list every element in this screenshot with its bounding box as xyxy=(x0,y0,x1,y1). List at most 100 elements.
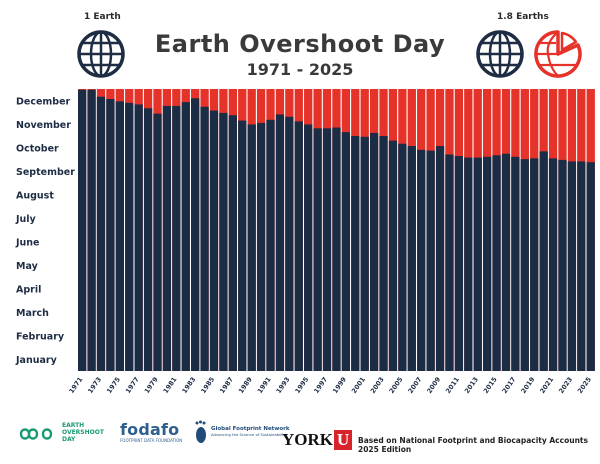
bar-1996 xyxy=(313,128,322,371)
bar-1993 xyxy=(285,116,294,371)
bar-1972 xyxy=(87,89,96,371)
gfn-name: Global Footprint Network xyxy=(211,426,290,432)
bar-1988 xyxy=(238,120,247,371)
bar-2024 xyxy=(577,161,586,371)
y-label-october: October xyxy=(16,143,59,154)
y-label-march: March xyxy=(16,308,49,319)
x-label-1977: 1977 xyxy=(124,376,141,395)
bar-1984 xyxy=(200,106,209,371)
x-axis-labels: 1971 1973 1975 1977 1979 1981 1983 1985 1987 1989… xyxy=(67,375,593,395)
fodafo-logo: fodafo FOOTPRINT DATA FOUNDATION xyxy=(120,420,182,443)
x-label-2013: 2013 xyxy=(463,376,480,395)
bar-2019 xyxy=(530,158,539,371)
y-label-september: September xyxy=(16,167,75,178)
x-label-2023: 2023 xyxy=(557,376,574,395)
bar-1995 xyxy=(304,124,313,371)
bar-1980 xyxy=(162,105,172,371)
bar-2023 xyxy=(567,161,577,371)
bar-1991 xyxy=(266,119,275,371)
bar-1998 xyxy=(332,127,341,371)
x-label-2009: 2009 xyxy=(425,375,442,395)
x-label-1995: 1995 xyxy=(293,375,310,395)
x-label-1979: 1979 xyxy=(143,375,160,395)
y-label-february: February xyxy=(16,331,65,342)
bars xyxy=(78,89,595,372)
bar-2016 xyxy=(501,153,511,371)
footprint-icon xyxy=(195,420,206,443)
x-label-2007: 2007 xyxy=(407,376,424,395)
bar-1977 xyxy=(134,104,143,371)
bar-1985 xyxy=(209,110,219,371)
header: 1 Earth Earth Overshoot Day 1971 - 2025 … xyxy=(0,0,600,90)
chart-subtitle: 1971 - 2025 xyxy=(246,60,354,79)
bar-1979 xyxy=(153,113,162,371)
bar-1986 xyxy=(219,112,228,371)
x-label-2001: 2001 xyxy=(350,375,367,395)
x-label-1975: 1975 xyxy=(105,375,122,395)
y-label-april: April xyxy=(16,284,41,295)
bar-1990 xyxy=(256,122,266,372)
bar-2003 xyxy=(379,136,388,371)
one-earth-label: 1 Earth xyxy=(84,12,121,22)
york-university-logo: YORK U xyxy=(282,430,353,450)
bar-2006 xyxy=(407,146,416,371)
y-label-july: July xyxy=(15,214,37,225)
bar-1999 xyxy=(341,132,351,371)
x-label-2019: 2019 xyxy=(520,375,537,395)
chart-title: Earth Overshoot Day xyxy=(154,30,446,58)
x-label-1987: 1987 xyxy=(218,376,235,395)
eod-logo-line2: OVERSHOOT xyxy=(62,429,104,436)
fodafo-subtitle: FOOTPRINT DATA FOUNDATION xyxy=(120,438,183,443)
globe-icon xyxy=(476,30,524,78)
bar-2001 xyxy=(360,136,369,371)
x-label-2025: 2025 xyxy=(576,375,593,395)
infinity-icon xyxy=(19,428,53,440)
york-text: YORK xyxy=(282,430,333,449)
bar-2014 xyxy=(482,156,492,371)
x-label-1971: 1971 xyxy=(67,375,84,395)
x-label-2011: 2011 xyxy=(444,375,461,395)
bar-1978 xyxy=(143,108,153,371)
y-label-november: November xyxy=(16,120,71,131)
footer: EARTH OVERSHOOT DAY fodafo FOOTPRINT DAT… xyxy=(0,410,600,460)
bar-1975 xyxy=(115,101,124,371)
bar-2017 xyxy=(511,156,520,371)
bar-2012 xyxy=(464,157,473,371)
bar-1997 xyxy=(322,128,332,371)
source-note: Based on National Footprint and Biocapac… xyxy=(358,436,588,454)
eod-logo-line3: DAY xyxy=(62,436,76,443)
bar-1989 xyxy=(247,124,256,371)
bar-2020 xyxy=(539,151,548,371)
x-label-2017: 2017 xyxy=(501,376,518,395)
bar-2008 xyxy=(426,150,435,371)
y-label-may: May xyxy=(16,261,39,272)
y-label-august: August xyxy=(16,190,54,201)
x-label-1983: 1983 xyxy=(180,376,197,395)
overshoot-chart: January February March April May June July Augu… xyxy=(15,89,595,395)
bar-1983 xyxy=(191,98,200,371)
x-label-1993: 1993 xyxy=(275,376,292,395)
gfn-subtitle: Advancing the Science of Sustainability xyxy=(211,432,287,437)
eod-logo-line1: EARTH xyxy=(62,422,85,429)
bar-2015 xyxy=(492,155,501,371)
bar-1987 xyxy=(228,115,238,371)
x-label-1985: 1985 xyxy=(199,375,216,395)
earths-label: 1.8 Earths xyxy=(497,12,549,22)
x-label-2005: 2005 xyxy=(388,375,405,395)
y-label-december: December xyxy=(16,96,71,107)
x-label-1989: 1989 xyxy=(237,375,254,395)
bar-1973 xyxy=(96,96,106,371)
bar-2011 xyxy=(454,156,464,371)
bar-1981 xyxy=(172,105,181,371)
x-label-1991: 1991 xyxy=(256,375,273,395)
partial-globe-icon xyxy=(534,30,582,78)
bar-1992 xyxy=(275,114,285,372)
x-label-1981: 1981 xyxy=(162,375,179,395)
x-label-1999: 1999 xyxy=(331,375,348,395)
fodafo-name: fodafo xyxy=(120,420,180,439)
bar-2004 xyxy=(388,140,398,371)
bar-2002 xyxy=(369,132,379,371)
bar-1982 xyxy=(181,102,190,371)
bar-1976 xyxy=(125,102,134,372)
bar-2009 xyxy=(435,146,445,371)
